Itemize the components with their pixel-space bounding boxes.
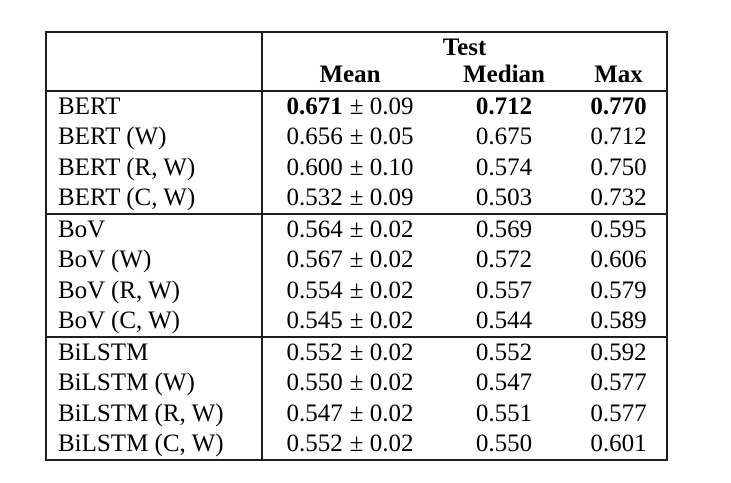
mean-cell: 0.656 ± 0.05 (263, 123, 437, 151)
table-row: BERT (W) 0.656 ± 0.05 0.675 0.712 (47, 122, 666, 153)
row-label: BiLSTM (C, W) (47, 428, 263, 459)
max-cell: 0.577 (590, 399, 647, 427)
median-cell: 0.574 (475, 153, 533, 181)
row-label: BoV (W) (47, 245, 263, 276)
mean-value: 0.567 (286, 246, 343, 274)
max-cell: 0.750 (590, 153, 647, 181)
mean-std: ± 0.02 (349, 339, 414, 367)
mean-std: ± 0.02 (349, 246, 414, 274)
row-label: BiLSTM (W) (47, 368, 263, 399)
row-label: BoV (R, W) (47, 275, 263, 306)
mean-std: ± 0.10 (349, 153, 414, 181)
mean-cell: 0.547 ± 0.02 (263, 400, 437, 428)
row-label: BoV (C, W) (47, 305, 263, 336)
max-cell: 0.732 (590, 183, 647, 211)
median-cell: 0.552 (475, 339, 533, 367)
max-cell: 0.579 (590, 276, 647, 304)
max-cell: 0.592 (590, 339, 647, 367)
table-row: BERT 0.671 ± 0.09 0.712 0.770 (47, 92, 666, 123)
row-label: BiLSTM (R, W) (47, 398, 263, 429)
mean-std: ± 0.02 (349, 276, 414, 304)
header-right-section: Test Mean Median Max (263, 33, 666, 90)
median-cell: 0.551 (475, 399, 533, 427)
mean-value: 0.552 (286, 429, 343, 457)
mean-cell: 0.552 ± 0.02 (263, 430, 437, 458)
mean-value: 0.550 (286, 369, 343, 397)
column-header-max: Max (594, 61, 643, 88)
median-cell: 0.572 (475, 246, 533, 274)
max-cell: 0.770 (590, 93, 647, 121)
mean-std: ± 0.02 (349, 429, 414, 457)
table-row: BoV (R, W) 0.554 ± 0.02 0.557 0.579 (47, 275, 666, 306)
mean-std: ± 0.09 (349, 183, 414, 211)
median-cell: 0.550 (475, 429, 533, 457)
column-header-median: Median (463, 61, 545, 88)
max-cell: 0.577 (590, 369, 647, 397)
mean-std: ± 0.02 (349, 306, 414, 334)
max-cell: 0.601 (590, 429, 647, 457)
mean-value: 0.547 (286, 399, 343, 427)
mean-cell: 0.552 ± 0.02 (263, 339, 437, 367)
table-row: BoV 0.564 ± 0.02 0.569 0.595 (47, 213, 666, 246)
mean-value: 0.552 (286, 339, 343, 367)
table-body: BERT 0.671 ± 0.09 0.712 0.770 BERT (W) 0.… (47, 92, 666, 459)
row-label: BoV (47, 215, 263, 246)
mean-cell: 0.671 ± 0.09 (263, 93, 437, 121)
row-label: BiLSTM (47, 338, 263, 369)
results-table: Test Mean Median Max BERT 0.671 ± 0.09 0.… (45, 31, 668, 461)
table-row: BiLSTM (C, W) 0.552 ± 0.02 0.550 0.601 (47, 428, 666, 459)
mean-cell: 0.550 ± 0.02 (263, 369, 437, 397)
max-cell: 0.606 (590, 246, 647, 274)
table-row: BiLSTM 0.552 ± 0.02 0.552 0.592 (47, 336, 666, 369)
mean-value: 0.600 (286, 153, 343, 181)
max-cell: 0.712 (590, 123, 647, 151)
median-cell: 0.557 (475, 276, 533, 304)
table-row: BoV (W) 0.567 ± 0.02 0.572 0.606 (47, 245, 666, 276)
mean-value: 0.545 (286, 306, 343, 334)
median-cell: 0.569 (475, 216, 533, 244)
mean-value: 0.532 (286, 183, 343, 211)
mean-value: 0.554 (286, 276, 343, 304)
mean-cell: 0.600 ± 0.10 (263, 154, 437, 182)
median-cell: 0.675 (475, 123, 533, 151)
mean-cell: 0.567 ± 0.02 (263, 246, 437, 274)
mean-std: ± 0.09 (349, 93, 414, 121)
median-cell: 0.544 (475, 306, 533, 334)
table-row: BoV (C, W) 0.545 ± 0.02 0.544 0.589 (47, 305, 666, 336)
mean-cell: 0.532 ± 0.09 (263, 184, 437, 212)
mean-value: 0.671 (286, 93, 343, 121)
table-row: BiLSTM (R, W) 0.547 ± 0.02 0.551 0.577 (47, 398, 666, 429)
table-row: BERT (C, W) 0.532 ± 0.09 0.503 0.732 (47, 182, 666, 213)
row-label: BERT (47, 92, 263, 123)
median-cell: 0.503 (475, 183, 533, 211)
row-label: BERT (C, W) (47, 182, 263, 213)
table-header: Test Mean Median Max (47, 33, 666, 92)
median-cell: 0.547 (475, 369, 533, 397)
max-cell: 0.589 (590, 306, 647, 334)
column-group-header: Test (442, 34, 487, 61)
row-label: BERT (R, W) (47, 152, 263, 183)
column-headers-row: Mean Median Max (263, 61, 666, 88)
mean-std: ± 0.05 (349, 123, 414, 151)
column-header-mean: Mean (319, 61, 381, 88)
table-row: BERT (R, W) 0.600 ± 0.10 0.574 0.750 (47, 152, 666, 183)
mean-std: ± 0.02 (349, 369, 414, 397)
median-cell: 0.712 (475, 93, 533, 121)
mean-value: 0.656 (286, 123, 343, 151)
mean-std: ± 0.02 (349, 216, 414, 244)
max-cell: 0.595 (590, 216, 647, 244)
mean-std: ± 0.02 (349, 399, 414, 427)
mean-value: 0.564 (286, 216, 343, 244)
mean-cell: 0.564 ± 0.02 (263, 216, 437, 244)
row-label: BERT (W) (47, 122, 263, 153)
mean-cell: 0.554 ± 0.02 (263, 277, 437, 305)
header-corner-cell (47, 33, 263, 90)
mean-cell: 0.545 ± 0.02 (263, 307, 437, 335)
table-row: BiLSTM (W) 0.550 ± 0.02 0.547 0.577 (47, 368, 666, 399)
